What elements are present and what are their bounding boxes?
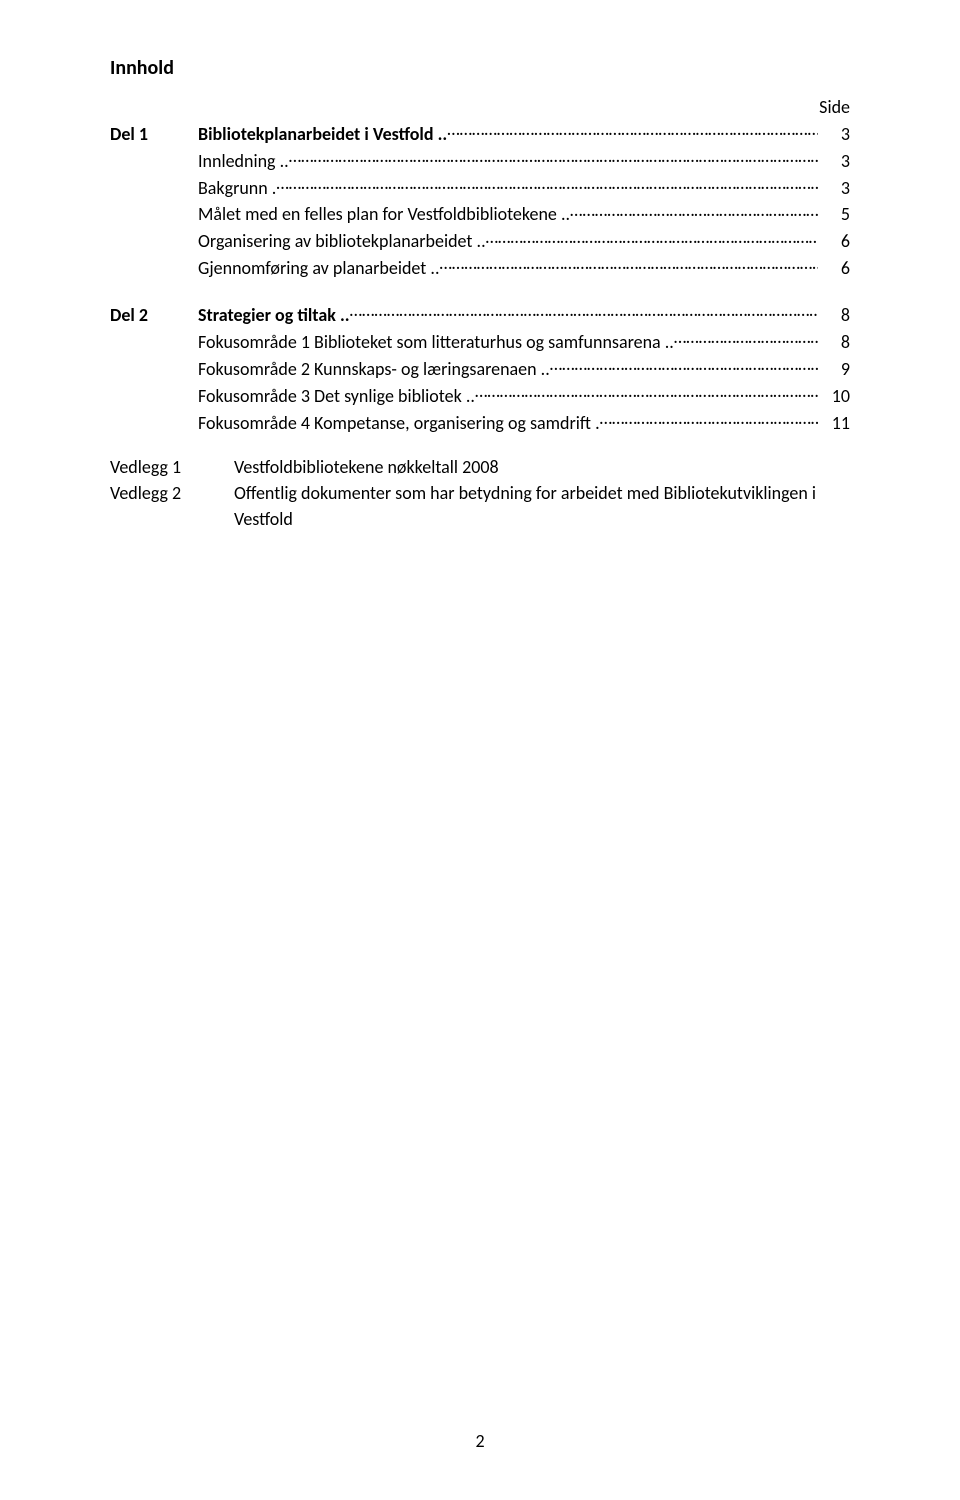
spacer	[110, 281, 850, 301]
toc-item-row: Bakgrunn . 3	[110, 174, 850, 201]
toc-item-row: Fokusområde 3 Det synlige bibliotek .. 1…	[110, 382, 850, 409]
toc-item-text: Fokusområde 4 Kompetanse, organisering o…	[198, 410, 600, 436]
page-number: 3	[822, 148, 850, 174]
toc-section-row: Del 2 Strategier og tiltak .. 8	[110, 301, 850, 328]
page-number: 6	[822, 228, 850, 254]
toc-item-text: Målet med en felles plan for Vestfoldbib…	[198, 201, 570, 227]
page-number: 8	[822, 329, 850, 355]
section-title: Bibliotekplanarbeidet i Vestfold ..	[198, 121, 447, 147]
toc-item-text: Fokusområde 3 Det synlige bibliotek ..	[198, 383, 475, 409]
page-number: 10	[822, 383, 850, 409]
leader-dots	[674, 328, 818, 348]
page-number: 11	[822, 410, 850, 436]
page-number: 3	[822, 121, 850, 147]
toc-item-text: Fokusområde 1 Biblioteket som litteratur…	[198, 329, 674, 355]
toc-item-row: Fokusområde 1 Biblioteket som litteratur…	[110, 328, 850, 355]
page-footer-number: 2	[0, 1430, 960, 1452]
section-title: Strategier og tiltak ..	[198, 302, 350, 328]
leader-dots	[350, 301, 818, 321]
section-label: Del 2	[110, 302, 198, 328]
toc-item-row: Innledning .. 3	[110, 147, 850, 174]
toc-item-text: Fokusområde 2 Kunnskaps- og læringsarena…	[198, 356, 550, 382]
attachment-label: Vedlegg 2	[110, 480, 234, 506]
attachment-label: Vedlegg 1	[110, 454, 234, 480]
page-number: 6	[822, 255, 850, 281]
toc-item-text: Bakgrunn .	[198, 175, 276, 201]
leader-dots	[447, 120, 818, 140]
attachment-row: Vedlegg 2 Offentlig dokumenter som har b…	[110, 480, 850, 532]
attachments-list: Vedlegg 1 Vestfoldbibliotekene nøkkeltal…	[110, 454, 850, 532]
leader-dots	[570, 201, 818, 221]
toc-item-row: Organisering av bibliotekplanarbeidet ..…	[110, 228, 850, 255]
side-column-header: Side	[110, 96, 850, 118]
section-label: Del 1	[110, 121, 198, 147]
leader-dots	[475, 382, 818, 402]
toc-item-text: Innledning ..	[198, 148, 289, 174]
leader-dots	[550, 355, 818, 375]
toc-item-row: Fokusområde 2 Kunnskaps- og læringsarena…	[110, 355, 850, 382]
leader-dots	[289, 147, 818, 167]
attachment-row: Vedlegg 1 Vestfoldbibliotekene nøkkeltal…	[110, 454, 850, 480]
page-title: Innhold	[110, 56, 850, 80]
attachment-text: Vestfoldbibliotekene nøkkeltall 2008	[234, 454, 850, 480]
leader-dots	[600, 409, 818, 429]
leader-dots	[486, 228, 818, 248]
page-number: 5	[822, 201, 850, 227]
leader-dots	[440, 254, 819, 274]
toc-item-text: Organisering av bibliotekplanarbeidet ..	[198, 228, 486, 254]
page-number: 8	[822, 302, 850, 328]
table-of-contents: Del 1 Bibliotekplanarbeidet i Vestfold .…	[110, 120, 850, 436]
page-number: 3	[822, 175, 850, 201]
attachment-text: Offentlig dokumenter som har betydning f…	[234, 480, 850, 532]
toc-item-row: Målet med en felles plan for Vestfoldbib…	[110, 201, 850, 228]
toc-item-row: Gjennomføring av planarbeidet .. 6	[110, 254, 850, 281]
page-number: 9	[822, 356, 850, 382]
toc-item-row: Fokusområde 4 Kompetanse, organisering o…	[110, 409, 850, 436]
leader-dots	[276, 174, 818, 194]
toc-item-text: Gjennomføring av planarbeidet ..	[198, 255, 440, 281]
toc-section-row: Del 1 Bibliotekplanarbeidet i Vestfold .…	[110, 120, 850, 147]
